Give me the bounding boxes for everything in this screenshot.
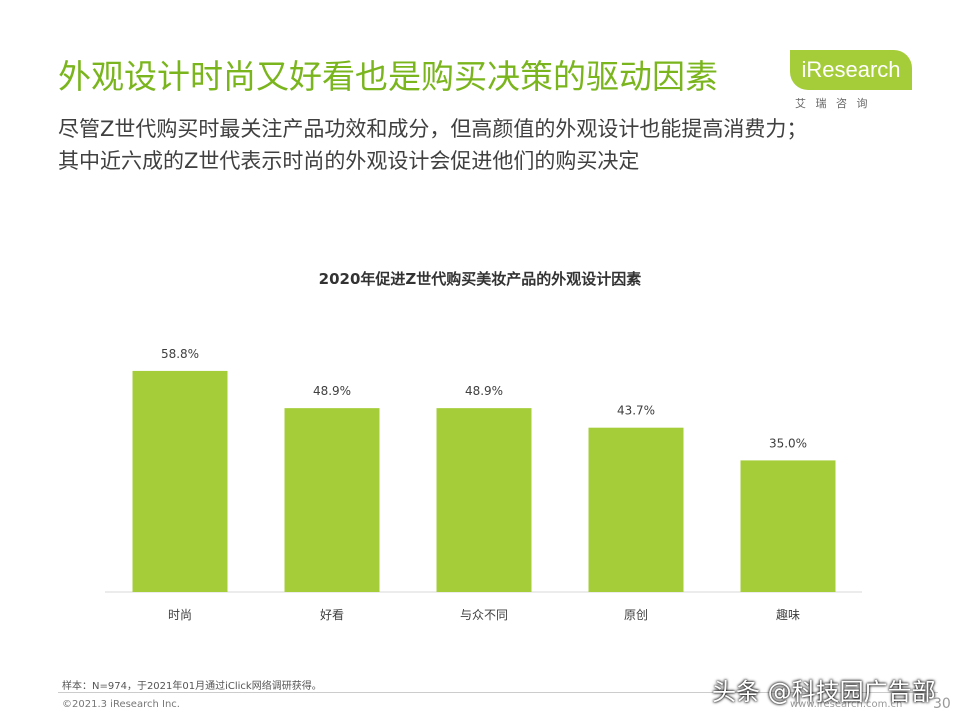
copyright: ©2021.3 iResearch Inc. xyxy=(62,699,180,710)
x-tick-label: 时尚 xyxy=(168,608,192,622)
logo: iResearch xyxy=(790,50,912,90)
data-label: 48.9% xyxy=(465,384,503,398)
subtitle: 尽管Z世代购买时最关注产品功效和成分，但高颜值的外观设计也能提高消费力； xyxy=(58,117,808,141)
x-tick-label: 趣味 xyxy=(776,607,800,622)
x-tick-label: 与众不同 xyxy=(460,608,508,622)
footnote: 样本：N=974，于2021年01月通过iClick网络调研获得。 xyxy=(62,681,322,692)
bar xyxy=(740,460,836,592)
x-tick-label: 好看 xyxy=(320,608,344,622)
data-label: 58.8% xyxy=(161,347,199,361)
page-number: 30 xyxy=(933,696,951,712)
bar xyxy=(284,408,380,592)
bar xyxy=(588,427,684,592)
watermark: 头条 @科技园广告部 xyxy=(712,678,936,706)
chart-title: 2020年促进Z世代购买美妆产品的外观设计因素 xyxy=(319,270,642,288)
data-label: 43.7% xyxy=(617,404,655,418)
data-label: 48.9% xyxy=(313,384,351,398)
data-label: 35.0% xyxy=(769,436,807,450)
bar xyxy=(436,408,532,592)
subtitle: 其中近六成的Z世代表示时尚的外观设计会促进他们的购买决定 xyxy=(58,149,640,173)
bar xyxy=(132,370,228,592)
website: www.iresearch.com.cn xyxy=(790,699,903,710)
divider xyxy=(58,692,938,693)
x-tick-label: 原创 xyxy=(624,608,648,622)
logo-caption: 艾 瑞 咨 询 xyxy=(795,97,871,110)
slide-title: 外观设计时尚又好看也是购买决策的驱动因素 xyxy=(58,57,718,96)
